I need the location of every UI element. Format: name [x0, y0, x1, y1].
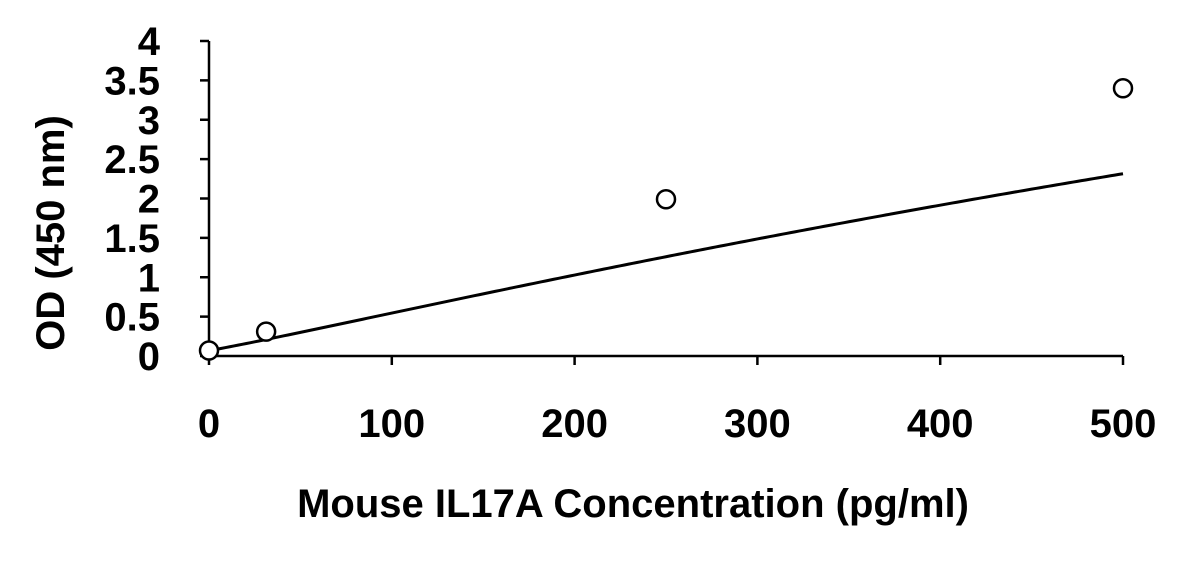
data-point	[1112, 78, 1134, 99]
data-point	[255, 321, 277, 342]
x-ticks: 0 100 200 300 400 500	[198, 356, 1157, 446]
x-tick-label: 300	[724, 402, 791, 446]
y-tick-label: 0.5	[104, 296, 160, 340]
x-tick-label: 200	[541, 402, 608, 446]
x-tick-label: 100	[358, 402, 425, 446]
y-tick-label: 1	[138, 256, 160, 300]
data-point	[198, 340, 220, 361]
y-ticks: 00.511.522.533.54	[104, 20, 209, 379]
y-tick-label: 3	[138, 99, 160, 143]
y-tick-label: 2.5	[104, 138, 160, 182]
x-tick-label: 400	[907, 402, 974, 446]
x-tick-label: 0	[198, 402, 220, 446]
y-tick-label: 2	[138, 178, 160, 222]
y-axis-title: OD (450 nm)	[29, 115, 73, 351]
y-tick-label: 0	[138, 335, 160, 379]
data-points-layer	[198, 78, 1134, 361]
x-axis-title: Mouse IL17A Concentration (pg/ml)	[297, 482, 969, 526]
y-tick-label: 3.5	[104, 59, 160, 103]
x-tick-label: 500	[1090, 402, 1157, 446]
fit-curve-layer	[208, 172, 1124, 352]
y-tick-label: 1.5	[104, 217, 160, 261]
y-tick-label: 4	[138, 20, 161, 64]
data-point	[655, 189, 677, 210]
fit-curve	[208, 172, 1124, 352]
